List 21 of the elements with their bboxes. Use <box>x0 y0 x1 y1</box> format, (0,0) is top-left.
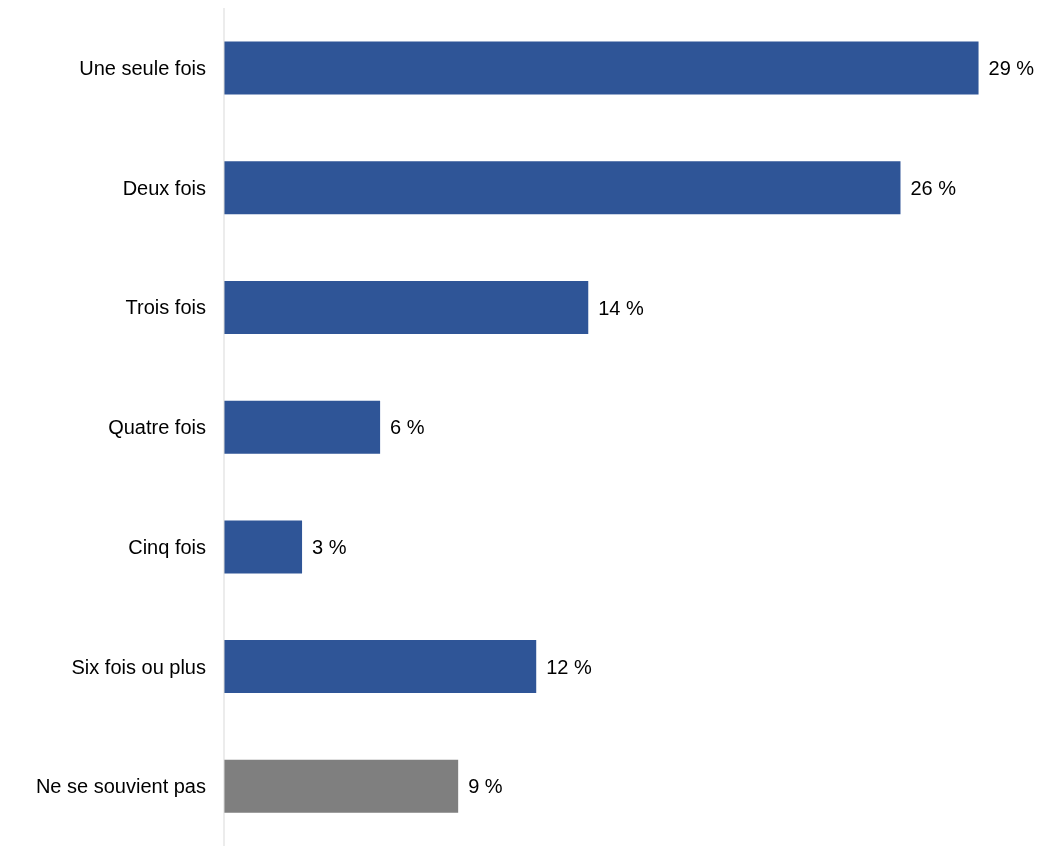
data-label: 9 % <box>468 775 503 798</box>
data-label: 3 % <box>312 535 347 558</box>
y-tick-label: Cinq fois <box>128 535 206 558</box>
y-tick-label: Ne se souvient pas <box>35 775 206 798</box>
bar <box>224 161 901 215</box>
data-label: 12 % <box>546 655 593 678</box>
y-tick-label: Trois fois <box>125 296 206 319</box>
data-label: 6 % <box>390 416 425 439</box>
y-tick-label: Six fois ou plus <box>71 655 206 678</box>
data-label: 29 % <box>988 57 1035 80</box>
y-tick-label: Une seule fois <box>79 56 206 79</box>
data-label: 26 % <box>910 176 957 199</box>
y-tick-label: Quatre fois <box>108 416 206 439</box>
bar <box>224 640 537 694</box>
bar <box>224 41 979 95</box>
data-label: 14 % <box>598 296 645 319</box>
bar <box>224 759 459 813</box>
bar <box>224 400 381 454</box>
y-tick-label: Deux fois <box>122 176 206 199</box>
bar <box>224 280 589 334</box>
bar <box>224 520 303 574</box>
